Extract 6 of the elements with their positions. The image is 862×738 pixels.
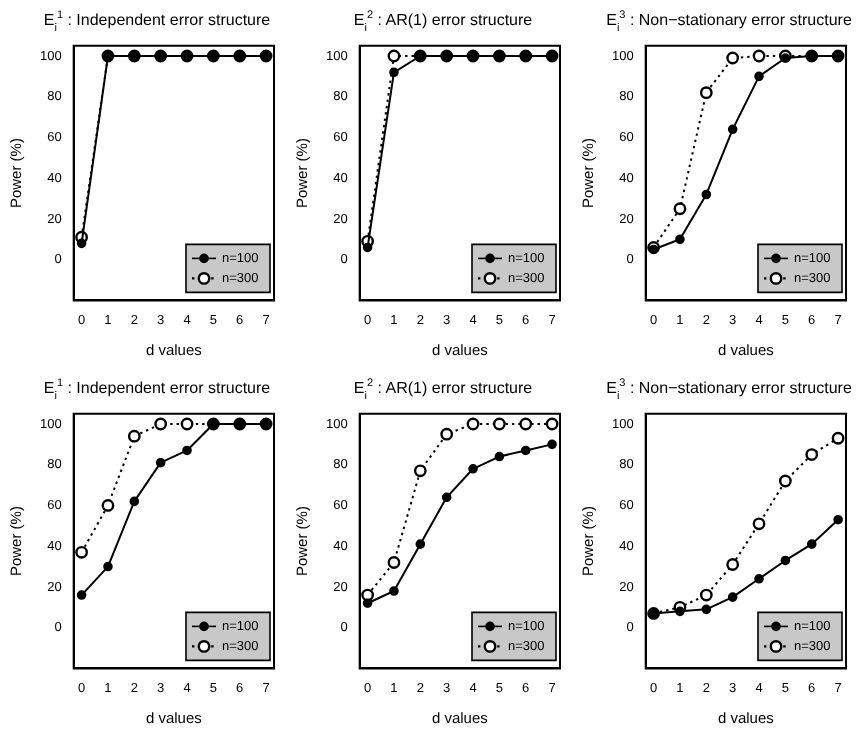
chart-title: E$_{i}$$^{2}$ : AR(1) error structure <box>351 376 535 403</box>
chart-title: E$_{i}$$^{1}$ : Independent error structure <box>41 376 273 403</box>
chart-title: E$_{i}$$^{3}$ : Non−stationary error structure <box>604 376 854 403</box>
chart-title: E$_{i}$$^{1}$ : Independent error structure <box>41 8 273 35</box>
chart-title: E$_{i}$$^{3}$ : Non−stationary error structure <box>604 8 854 35</box>
chart-title: E$_{i}$$^{2}$ : AR(1) error structure <box>351 8 535 35</box>
